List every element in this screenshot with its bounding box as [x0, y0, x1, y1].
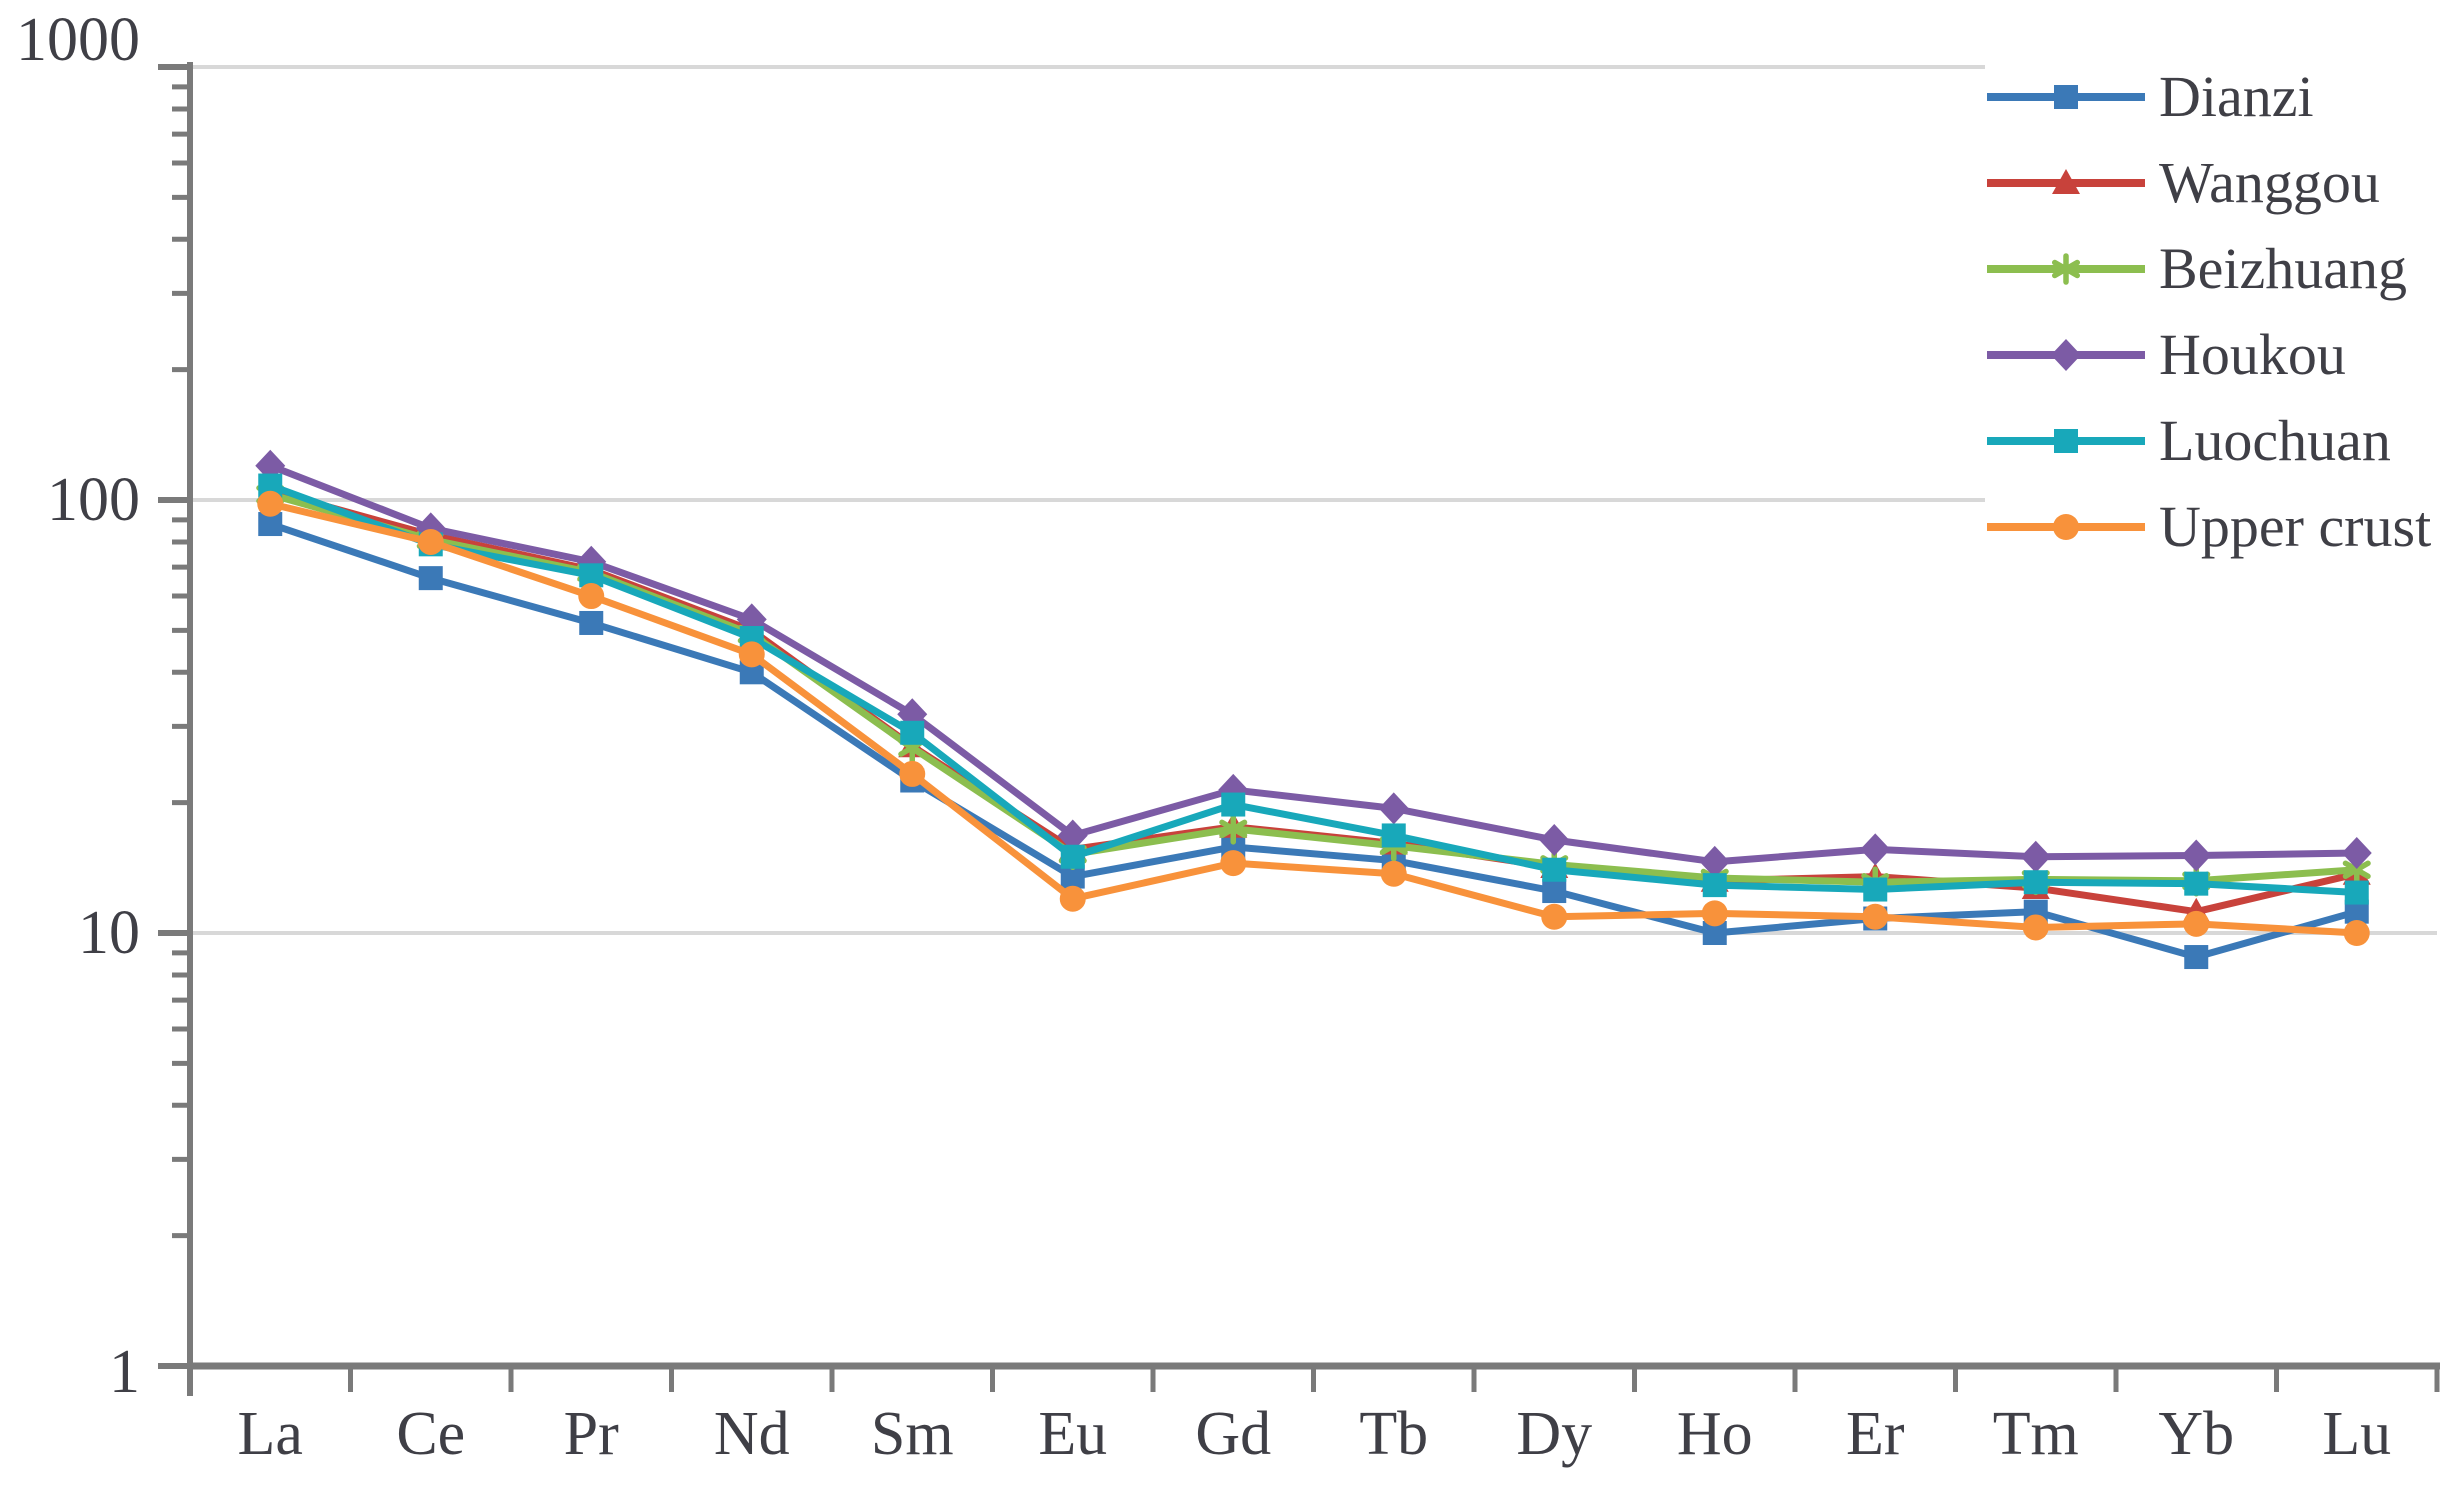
x-category-label: Pr	[564, 1400, 619, 1468]
data-point-marker	[579, 610, 604, 635]
x-category-label: Ce	[396, 1400, 465, 1468]
data-point-marker	[2054, 429, 2078, 453]
data-point-marker	[2183, 910, 2210, 937]
x-category-label: Dy	[1516, 1400, 1592, 1468]
x-category-label: Nd	[714, 1400, 790, 1468]
x-category-label: La	[238, 1400, 303, 1468]
data-point-marker	[1860, 833, 1891, 866]
data-point-marker	[1862, 903, 1889, 930]
data-point-marker	[1542, 879, 1567, 904]
data-point-marker	[2022, 914, 2049, 941]
data-point-marker	[2053, 514, 2079, 540]
data-point-marker	[2344, 880, 2369, 905]
legend-label: Luochuan	[2159, 408, 2391, 473]
data-point-marker	[2054, 85, 2078, 109]
legend-swatch	[1987, 85, 2145, 109]
x-category-label: Tm	[1993, 1400, 2079, 1468]
data-point-marker	[1060, 844, 1085, 869]
data-point-marker	[257, 490, 284, 517]
data-point-marker	[1542, 857, 1567, 882]
data-point-marker	[900, 720, 925, 745]
legend-item-dianzi: Dianzi	[1985, 54, 2459, 140]
legend-swatch	[1987, 514, 2145, 540]
data-point-marker	[2343, 920, 2370, 946]
data-point-marker	[1702, 873, 1727, 898]
data-point-marker	[2051, 253, 2081, 285]
legend-item-houkou: Houkou	[1985, 312, 2459, 398]
legend-item-upper-crust: Upper crust	[1985, 484, 2459, 570]
data-point-marker	[2020, 840, 2051, 873]
legend-swatch	[1987, 253, 2145, 285]
legend-swatch	[1987, 169, 2145, 194]
data-point-marker	[1699, 845, 1730, 878]
x-category-label: Yb	[2158, 1400, 2234, 1468]
data-point-marker	[2184, 871, 2209, 896]
legend-item-beizhuang: Beizhuang	[1985, 226, 2459, 312]
data-point-marker	[1059, 885, 1086, 912]
data-point-marker	[418, 566, 443, 591]
data-point-marker	[417, 528, 444, 555]
data-point-marker	[1541, 903, 1568, 930]
x-category-label: Lu	[2322, 1400, 2391, 1468]
data-point-marker	[2052, 169, 2080, 194]
chart-legend: Dianzi Wanggou Beizhuang Houkou Luochuan Uppe…	[1985, 20, 2459, 595]
series-line-houkou	[268, 462, 2357, 866]
x-category-label: Er	[1846, 1400, 1905, 1468]
x-category-label: Eu	[1038, 1400, 1107, 1468]
legend-label: Beizhuang	[2159, 236, 2408, 301]
data-point-marker	[2341, 837, 2372, 870]
data-point-marker	[2181, 839, 2212, 872]
data-point-marker	[578, 583, 605, 610]
legend-label: Houkou	[2159, 322, 2346, 387]
data-point-marker	[1701, 900, 1728, 927]
legend-label: Upper crust	[2159, 494, 2432, 559]
data-point-marker	[1539, 823, 1570, 856]
data-point-marker	[899, 760, 926, 787]
data-point-marker	[1380, 860, 1407, 887]
data-point-marker	[2051, 339, 2081, 371]
y-tick-label: 1	[109, 1338, 140, 1406]
x-category-label: Ho	[1677, 1400, 1753, 1468]
data-point-marker	[1219, 813, 1248, 845]
data-point-marker	[1221, 792, 1246, 817]
x-category-label: Sm	[871, 1400, 954, 1468]
series-line-dianzi	[269, 520, 2358, 961]
y-tick-label: 1000	[16, 6, 140, 74]
legend-item-wanggou: Wanggou	[1985, 140, 2459, 226]
y-tick-label: 10	[78, 899, 140, 967]
legend-swatch	[1987, 339, 2145, 371]
data-point-marker	[1220, 850, 1247, 877]
legend-label: Wanggou	[2159, 150, 2380, 215]
series-line-luochuan	[269, 482, 2357, 897]
x-category-label: Gd	[1195, 1400, 1271, 1468]
data-point-marker	[2023, 870, 2048, 895]
x-category-label: Tb	[1359, 1400, 1428, 1468]
data-point-marker	[2184, 945, 2209, 970]
data-point-marker	[1057, 819, 1088, 852]
series-line-upper-crust	[269, 500, 2357, 937]
y-tick-label: 100	[47, 466, 140, 534]
data-point-marker	[1381, 823, 1406, 848]
legend-item-luochuan: Luochuan	[1985, 398, 2459, 484]
data-point-marker	[1863, 877, 1888, 902]
legend-swatch	[1987, 429, 2145, 453]
legend-label: Dianzi	[2159, 64, 2314, 129]
data-point-marker	[1378, 792, 1409, 825]
data-point-marker	[738, 641, 765, 668]
